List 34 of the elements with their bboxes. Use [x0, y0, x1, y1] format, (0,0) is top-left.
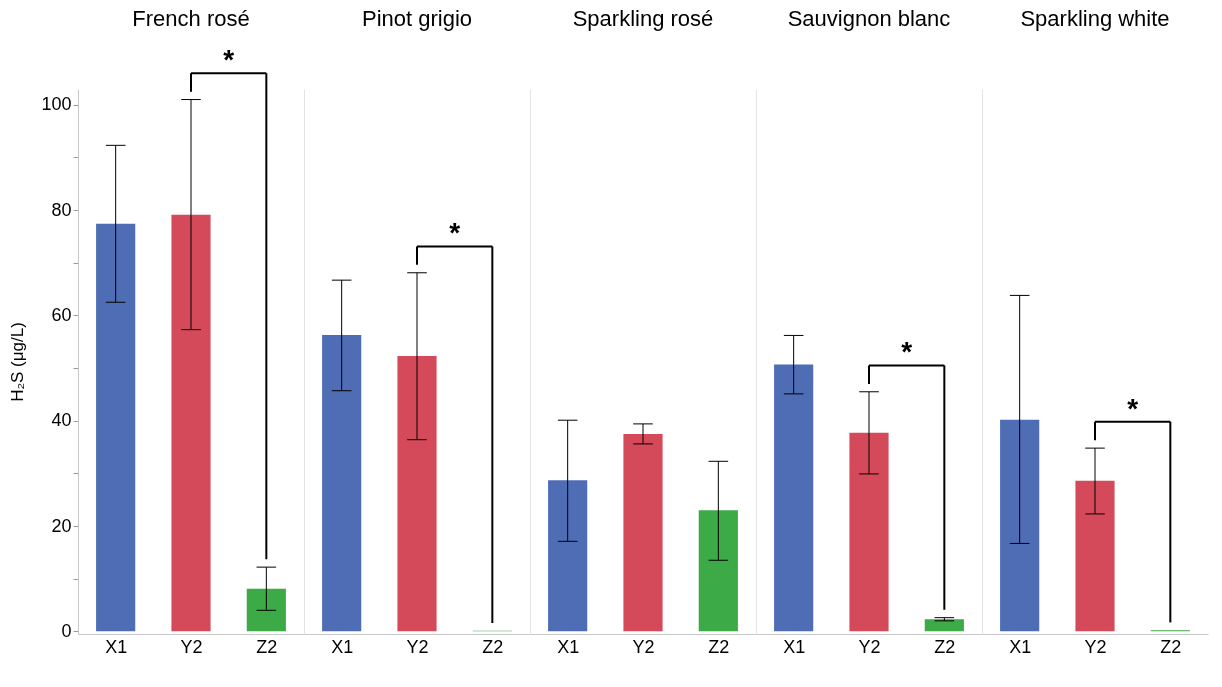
- annotation: *: [901, 336, 913, 368]
- y-tick-label: 0: [61, 620, 72, 641]
- x-tick-label: Z2: [934, 636, 956, 657]
- x-tick-label: Z2: [708, 636, 730, 657]
- annotation: *: [1127, 392, 1139, 424]
- x-tick-label: X1: [331, 636, 354, 657]
- bar: [246, 588, 286, 632]
- x-tick-label: X1: [105, 636, 128, 657]
- x-tick-label: Y2: [406, 636, 429, 657]
- x-tick-label: X1: [783, 636, 806, 657]
- x-tick-label: Y2: [858, 636, 881, 657]
- chart-title: Sparkling rosé: [572, 6, 714, 31]
- y-tick-label: 40: [51, 410, 72, 431]
- x-tick-label: Z2: [1160, 636, 1182, 657]
- bar: [96, 223, 136, 632]
- x-tick-label: Y2: [1084, 636, 1107, 657]
- annotation: *: [449, 217, 461, 249]
- chart-title: Pinot grigio: [361, 6, 473, 31]
- y-tick-label: 100: [41, 94, 72, 115]
- y-tick-label: 20: [51, 515, 72, 536]
- text: *: [223, 44, 235, 76]
- x-tick-label: Y2: [180, 636, 203, 657]
- x-tick-label: X1: [1009, 636, 1032, 657]
- y-tick-label: 60: [51, 304, 72, 325]
- chart-title: Sauvignon blanc: [787, 6, 951, 31]
- chart-title: French rosé: [132, 6, 250, 31]
- y-tick-label: 80: [51, 199, 72, 220]
- x-tick-label: Y2: [632, 636, 655, 657]
- x-tick-label: Z2: [256, 636, 278, 657]
- y-axis-title: H₂S (μg/L): [8, 322, 28, 402]
- bar: [171, 214, 211, 632]
- x-tick-label: X1: [557, 636, 580, 657]
- x-tick-label: Z2: [482, 636, 504, 657]
- chart-title: Sparkling white: [1020, 6, 1170, 31]
